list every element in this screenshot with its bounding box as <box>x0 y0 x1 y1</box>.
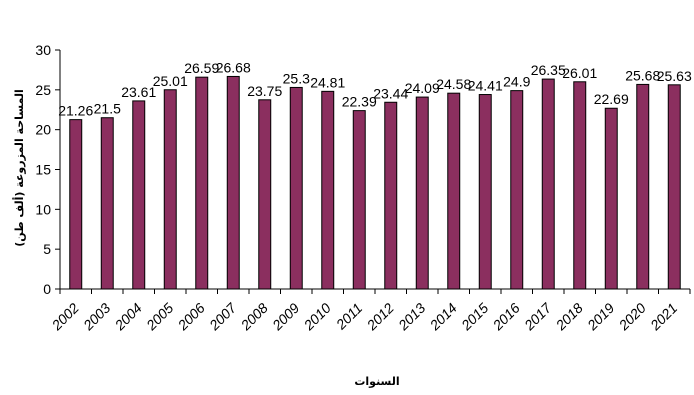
bar <box>100 117 114 290</box>
data-label: 25.63 <box>657 68 692 84</box>
bar <box>163 89 177 290</box>
y-tick-label: 30 <box>35 42 51 58</box>
bar <box>541 78 555 290</box>
data-label: 25.3 <box>283 70 310 86</box>
bar <box>352 110 366 290</box>
x-tick-label: 2017 <box>520 299 555 334</box>
data-label: 26.68 <box>216 59 251 75</box>
bar <box>510 90 524 290</box>
bar <box>415 96 429 290</box>
data-label: 22.39 <box>342 94 377 110</box>
data-label: 25.68 <box>625 67 660 83</box>
bar <box>636 83 650 290</box>
x-tick-label: 2020 <box>615 300 649 334</box>
x-axis: 2002200320042005200620072008200920102011… <box>48 288 691 334</box>
x-tick-label: 2005 <box>142 300 176 334</box>
y-tick-label: 25 <box>35 82 51 98</box>
bar <box>289 86 303 290</box>
bar <box>258 99 272 290</box>
bar <box>384 101 398 290</box>
bar <box>132 100 146 290</box>
x-tick-label: 2006 <box>174 300 208 334</box>
y-tick-label: 0 <box>43 281 51 297</box>
y-tick-label: 5 <box>43 241 51 257</box>
x-tick-label: 2010 <box>300 300 334 334</box>
x-tick-label: 2012 <box>363 300 397 334</box>
x-axis-title: السنوات <box>354 375 399 388</box>
data-label: 24.81 <box>310 74 345 90</box>
data-label: 26.59 <box>184 60 219 76</box>
bar <box>226 75 240 290</box>
bar <box>573 81 587 290</box>
data-label: 26.35 <box>531 62 566 78</box>
x-tick-label: 2002 <box>48 300 82 334</box>
x-tick-label: 2016 <box>489 300 523 334</box>
x-tick-label: 2014 <box>426 300 460 334</box>
x-tick-label: 2008 <box>237 300 271 334</box>
y-tick-label: 20 <box>35 122 51 138</box>
bar <box>447 92 461 290</box>
y-tick-label: 15 <box>35 162 51 178</box>
data-label: 23.61 <box>121 84 156 100</box>
x-tick-label: 2009 <box>268 300 302 334</box>
bar <box>604 107 618 290</box>
data-label: 24.09 <box>405 80 440 96</box>
bar <box>667 84 681 290</box>
x-tick-label: 2019 <box>583 300 617 334</box>
bar <box>195 76 209 290</box>
x-tick-label: 2011 <box>332 300 365 333</box>
y-tick-label: 10 <box>35 201 51 217</box>
x-tick-label: 2007 <box>205 299 240 334</box>
data-label: 24.9 <box>503 74 530 90</box>
bars <box>69 75 681 290</box>
y-axis-title: المساحة المزروعة (ألف طن) <box>12 89 26 246</box>
bar <box>321 90 335 290</box>
x-tick-label: 2013 <box>394 300 428 334</box>
data-label: 24.58 <box>436 76 471 92</box>
bar <box>478 94 492 290</box>
data-label: 23.75 <box>247 83 282 99</box>
y-axis: 0 5 10 15 20 25 30 <box>35 42 61 297</box>
data-label: 21.26 <box>58 103 93 119</box>
x-tick-label: 2018 <box>552 300 586 334</box>
data-label: 21.5 <box>94 101 121 117</box>
x-tick-label: 2021 <box>646 300 680 334</box>
data-label: 23.44 <box>373 85 408 101</box>
data-label: 25.01 <box>153 73 188 89</box>
x-tick-label: 2015 <box>457 300 491 334</box>
x-tick-label: 2003 <box>79 300 113 334</box>
data-label: 22.69 <box>594 91 629 107</box>
bar <box>69 119 83 290</box>
data-label: 24.41 <box>468 78 503 94</box>
x-tick-label: 2004 <box>111 300 145 334</box>
data-label: 26.01 <box>562 65 597 81</box>
